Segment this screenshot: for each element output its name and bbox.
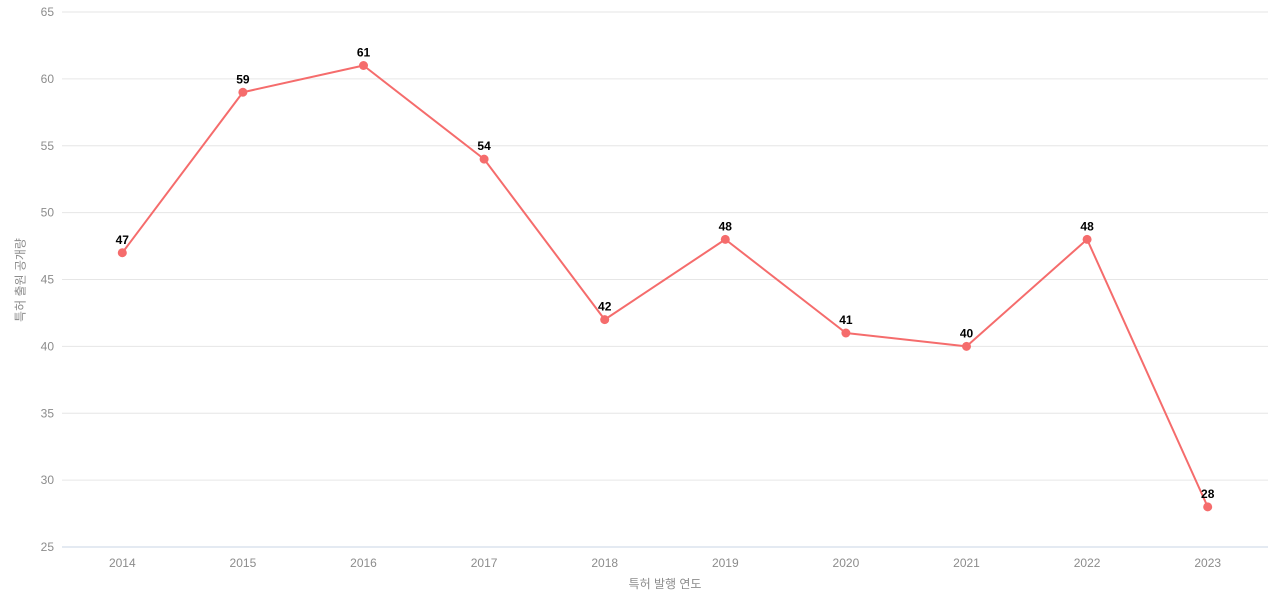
y-tick-label: 25 [41,540,55,554]
value-label: 59 [236,72,250,86]
x-tick-label: 2019 [712,556,739,570]
x-tick-label: 2018 [591,556,618,570]
x-axis-title: 특허 발행 연도 [628,577,702,591]
y-tick-label: 65 [41,5,55,19]
x-tick-label: 2014 [109,556,136,570]
value-label: 42 [598,300,612,314]
data-point[interactable] [1203,502,1213,512]
data-point[interactable] [841,328,851,338]
y-tick-label: 55 [41,139,55,153]
data-point[interactable] [117,248,127,258]
x-tick-label: 2017 [471,556,498,570]
data-point[interactable] [962,341,971,351]
value-label: 41 [839,313,853,327]
data-point[interactable] [720,234,730,244]
value-label: 28 [1201,487,1215,501]
value-label: 48 [1080,219,1094,233]
x-tick-label: 2015 [230,556,257,570]
x-tick-label: 2020 [833,556,860,570]
value-label: 54 [477,139,491,153]
y-tick-label: 45 [41,273,55,287]
x-tick-label: 2022 [1074,556,1101,570]
data-point[interactable] [238,87,248,97]
data-point[interactable] [600,315,610,325]
value-label: 40 [960,326,974,340]
data-point[interactable] [479,154,489,164]
y-tick-label: 50 [41,206,55,220]
series-line [121,64,1209,508]
y-tick-label: 40 [41,339,55,353]
value-label: 47 [116,233,130,247]
value-label: 61 [357,46,371,60]
x-tick-label: 2021 [953,556,980,570]
y-axis-title: 특허 출원 공개량 [13,238,28,322]
y-tick-label: 30 [41,473,55,487]
value-label: 48 [719,219,733,233]
data-point[interactable] [359,61,368,70]
x-tick-label: 2016 [350,556,377,570]
data-point[interactable] [1082,234,1092,244]
y-tick-label: 60 [41,72,55,86]
x-tick-label: 2023 [1194,556,1221,570]
y-tick-label: 35 [41,406,55,420]
